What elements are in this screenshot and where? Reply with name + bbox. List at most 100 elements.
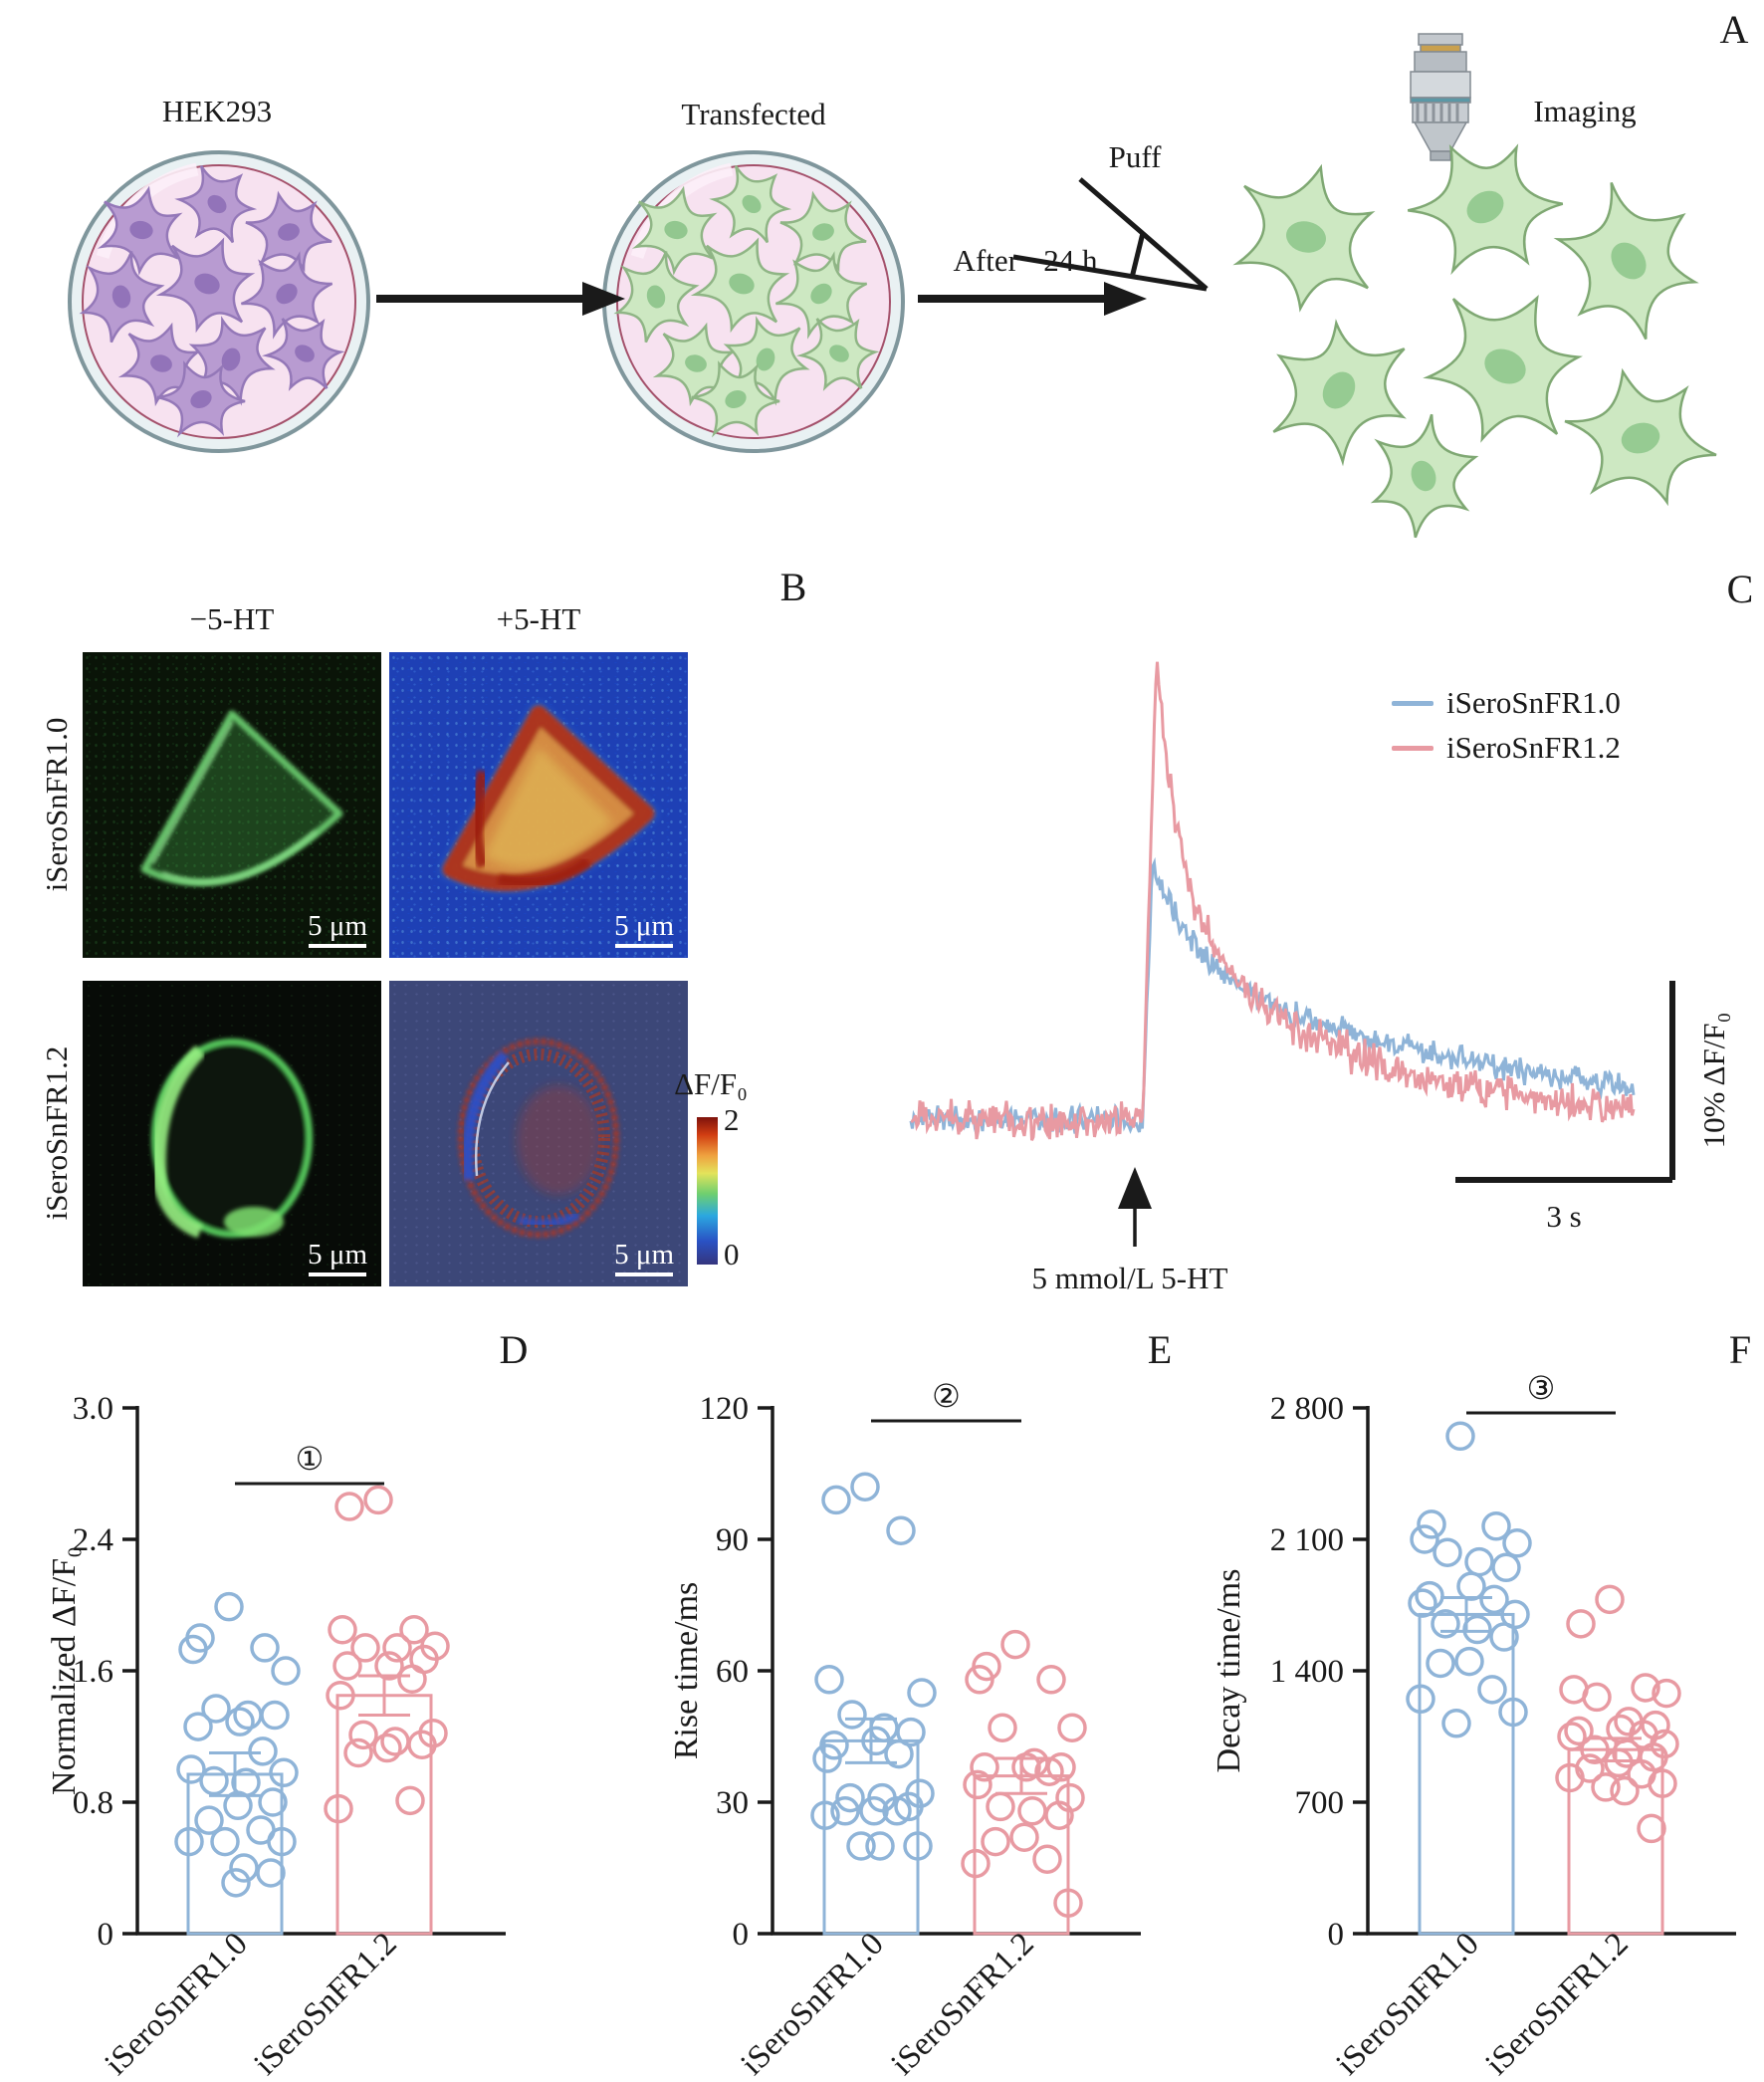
scalebar-tile3: 5 μm: [308, 1239, 367, 1276]
data-point: [178, 1634, 208, 1665]
data-point: [1408, 1588, 1437, 1618]
category-label: iSeroSnFR1.0: [1330, 1926, 1486, 2082]
cell-icon: [240, 251, 333, 340]
data-point: [986, 1791, 1015, 1822]
y-scalebar-label: 10% ΔF/F₀: [1695, 1012, 1731, 1149]
data-point: [882, 1796, 912, 1826]
data-point: [332, 1651, 362, 1681]
category-label: iSeroSnFR1.0: [735, 1926, 891, 2082]
ytick-label: 0.8: [73, 1785, 113, 1821]
panel-c-traces: [909, 661, 1636, 1141]
data-point: [233, 1700, 263, 1731]
data-point: [260, 1700, 290, 1731]
data-point: [886, 1515, 916, 1545]
cell-icon: [779, 190, 867, 273]
ytick-label: 2 800: [1270, 1391, 1344, 1427]
colorbar: [697, 1117, 718, 1265]
imaged-cell-cluster: [1232, 143, 1717, 539]
data-point: [1591, 1772, 1621, 1802]
data-point: [884, 1738, 914, 1769]
data-point: [326, 1681, 355, 1711]
ytick-label: 0: [1328, 1917, 1345, 1953]
data-point: [1441, 1709, 1471, 1738]
scalebar-text: 5 μm: [614, 910, 674, 942]
micrograph-1p0-minus-5ht: 5 μm: [83, 652, 381, 958]
data-point: [1491, 1552, 1521, 1583]
data-point: [1595, 1584, 1625, 1615]
y-axis-title: Decay time/ms: [1211, 1569, 1247, 1773]
legend-item-iserosnfr10: iSeroSnFR1.0: [1392, 685, 1621, 721]
data-point: [407, 1730, 437, 1759]
data-point: [970, 1752, 999, 1782]
significance-marker: ③: [1527, 1370, 1556, 1406]
data-point: [988, 1713, 1017, 1742]
data-point: [328, 1615, 357, 1645]
bar-iSeroSnFR1.0: [1418, 1612, 1515, 1936]
cell-icon: [1564, 367, 1717, 507]
data-point: [1053, 1888, 1083, 1918]
ytick-label: 1 400: [1270, 1654, 1344, 1690]
ytick-label: 0: [733, 1917, 750, 1953]
data-point: [837, 1700, 867, 1730]
ytick-label: 2.4: [73, 1522, 113, 1558]
panel-label-d: D: [499, 1327, 529, 1372]
cell-icon: [631, 185, 718, 276]
legend-label: iSeroSnFR1.0: [1446, 685, 1621, 720]
cell-icon: [1407, 143, 1564, 276]
data-point: [1456, 1571, 1486, 1601]
cell-icon: [79, 250, 165, 344]
data-point: [256, 1858, 286, 1888]
legend-swatch-blue: [1392, 700, 1433, 706]
significance-marker: ①: [296, 1441, 325, 1477]
data-point: [1410, 1524, 1439, 1554]
data-point: [859, 1796, 889, 1826]
data-point: [343, 1737, 373, 1768]
colorbar-min: 0: [724, 1237, 740, 1272]
bar-iSeroSnFR1.0: [186, 1772, 284, 1936]
data-point: [395, 1785, 425, 1816]
data-point: [903, 1831, 933, 1861]
data-point: [1610, 1775, 1640, 1806]
cell-icon: [155, 237, 256, 334]
data-point: [1479, 1584, 1509, 1615]
data-point: [374, 1651, 404, 1681]
data-point: [348, 1720, 378, 1750]
data-point: [1044, 1800, 1074, 1830]
puff-pipette-icon: [1012, 177, 1209, 292]
cell-fluorescence-green: [140, 710, 343, 886]
colorbar-max: 2: [724, 1102, 740, 1137]
data-point: [397, 1664, 427, 1694]
data-point: [199, 1765, 229, 1796]
scalebar-text: 5 μm: [308, 1239, 367, 1271]
puff-label: Puff: [1108, 138, 1162, 174]
data-point: [258, 1787, 288, 1817]
data-point: [194, 1805, 224, 1835]
panel-c-scalebars: [1455, 981, 1675, 1183]
scalebar-line: [615, 944, 674, 948]
stimulus-arrow: [1118, 1167, 1152, 1247]
data-point: [835, 1782, 865, 1813]
data-point: [214, 1591, 244, 1622]
data-point: [1034, 1756, 1064, 1786]
scalebar-line: [615, 1272, 674, 1276]
data-point: [382, 1633, 412, 1663]
data-point: [201, 1694, 231, 1724]
data-point: [1415, 1580, 1444, 1611]
cell-icon: [691, 360, 780, 438]
data-point: [961, 1848, 991, 1879]
scalebar-line: [309, 944, 367, 948]
cell-membrane-green: [151, 1039, 313, 1239]
ytick-label: 700: [1295, 1785, 1345, 1821]
cell-heatmap: [441, 702, 657, 891]
category-label: iSeroSnFR1.2: [885, 1926, 1041, 2082]
data-point: [1431, 1609, 1460, 1639]
cell-icon: [156, 360, 246, 438]
imaging-label: Imaging: [1533, 93, 1637, 128]
data-point: [963, 1769, 992, 1800]
cell-icon: [690, 237, 790, 334]
cell-icon: [613, 250, 700, 344]
data-point: [1406, 1684, 1435, 1715]
transfected-cells: [613, 164, 880, 438]
data-point: [1036, 1665, 1066, 1695]
